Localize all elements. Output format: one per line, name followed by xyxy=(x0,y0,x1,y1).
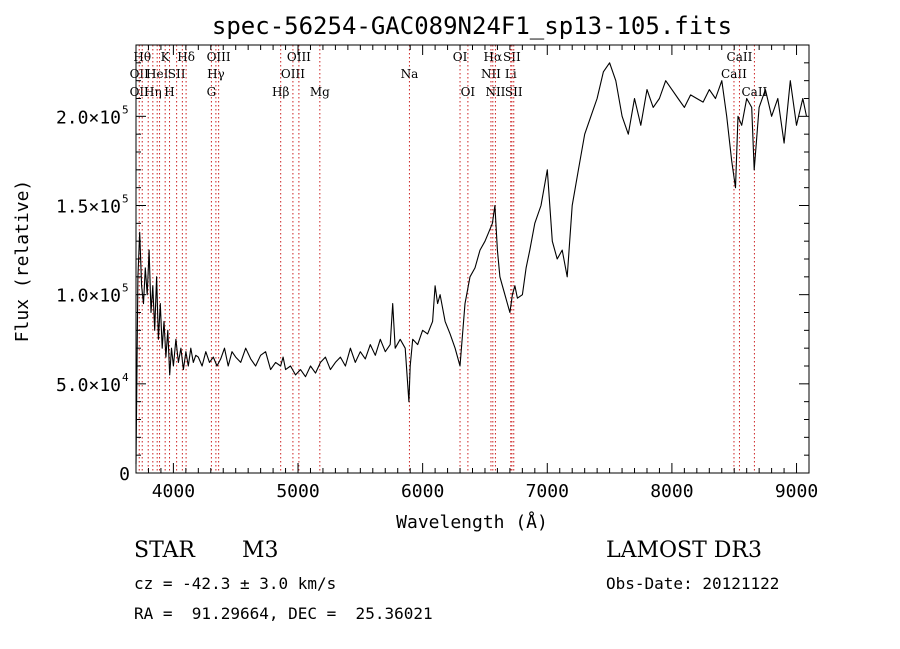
x-tick-label: 6000 xyxy=(401,481,444,502)
y-tick-label: 5.0×10 xyxy=(56,375,121,396)
obs-date-text: Obs-Date: 20121122 xyxy=(606,574,780,593)
marker-label: OIII xyxy=(207,50,231,64)
y-tick-exponent: 5 xyxy=(122,103,129,116)
marker-label: OI xyxy=(461,85,476,99)
marker-label: Hβ xyxy=(272,85,289,99)
marker-label: OI xyxy=(453,50,468,64)
x-tick-label: 8000 xyxy=(650,481,693,502)
marker-label: NII xyxy=(485,85,505,99)
marker-label: Hη xyxy=(144,85,162,99)
marker-label: CaII xyxy=(727,50,753,64)
y-tick-label: 0 xyxy=(119,464,130,485)
marker-label: HeI xyxy=(146,67,169,81)
marker-label: H xyxy=(164,85,174,99)
survey-label: LAMOST DR3 xyxy=(606,538,762,563)
marker-label: OIII xyxy=(281,67,305,81)
chart-title: spec-56254-GAC089N24F1_sp13-105.fits xyxy=(212,12,732,40)
marker-label: NII xyxy=(481,67,501,81)
y-tick-exponent: 5 xyxy=(122,193,129,206)
y-tick-exponent: 5 xyxy=(122,282,129,295)
x-tick-label: 9000 xyxy=(775,481,818,502)
marker-label: SII xyxy=(505,85,523,99)
x-axis-label: Wavelength (Å) xyxy=(396,511,548,533)
marker-label: OII xyxy=(130,85,150,99)
coordinates-text: RA = 91.29664, DEC = 25.36021 xyxy=(134,604,433,623)
marker-label: K xyxy=(161,50,171,64)
y-tick-label: 2.0×10 xyxy=(56,107,121,128)
plot-frame xyxy=(135,44,810,474)
marker-label: Hδ xyxy=(177,50,195,64)
y-axis-label: Flux (relative) xyxy=(12,180,33,343)
marker-label: CaII xyxy=(741,85,767,99)
marker-label: Li xyxy=(505,67,517,81)
x-tick-label: 4000 xyxy=(152,481,195,502)
subclass-label: M3 xyxy=(242,538,279,563)
x-tick-label: 5000 xyxy=(276,481,319,502)
marker-label: Hθ xyxy=(133,50,151,64)
y-tick-label: 1.0×10 xyxy=(56,286,121,307)
spectrum-series-line xyxy=(135,62,808,465)
plot-area xyxy=(135,62,808,465)
y-tick-exponent: 4 xyxy=(122,371,129,384)
marker-label: SII xyxy=(168,67,186,81)
class-label: STAR xyxy=(134,538,195,563)
marker-label: Hα xyxy=(484,50,503,64)
marker-label: Hγ xyxy=(207,67,225,81)
marker-label: CaII xyxy=(721,67,747,81)
marker-label: SII xyxy=(503,50,521,64)
y-tick-label: 1.5×10 xyxy=(56,197,121,218)
marker-label: Mg xyxy=(310,85,330,99)
line-markers: OII OII Hθ Hη HeI K H SII Hδ G Hγ OIII Hβ OIII OIII Mg N… xyxy=(130,45,768,473)
marker-label: OII xyxy=(130,67,150,81)
x-tick-label: 7000 xyxy=(526,481,569,502)
marker-label: OIII xyxy=(287,50,311,64)
marker-label: Na xyxy=(401,67,419,81)
redshift-text: cz = -42.3 ± 3.0 km/s xyxy=(134,574,337,593)
marker-label: G xyxy=(207,85,217,99)
